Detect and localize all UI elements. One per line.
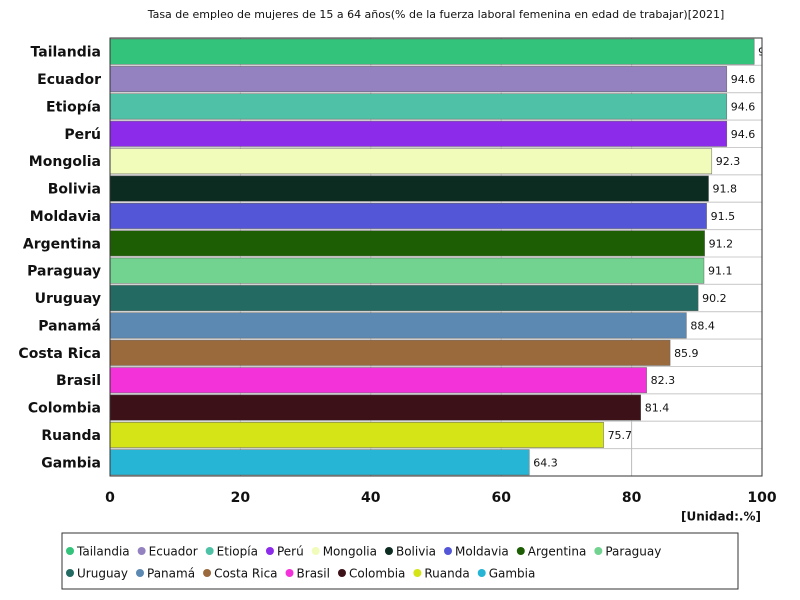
- value-label: 94.6: [731, 73, 756, 86]
- legend-swatch: [594, 547, 603, 555]
- legend-label: Perú: [277, 545, 304, 559]
- bar: [110, 367, 647, 394]
- legend-label: Ruanda: [424, 567, 469, 581]
- x-tick-label: 40: [361, 490, 381, 506]
- bar: [110, 394, 641, 421]
- chart-title: Tasa de empleo de mujeres de 15 a 64 año…: [147, 8, 725, 21]
- y-tick-label: Moldavia: [30, 209, 101, 225]
- legend-swatch: [337, 569, 346, 577]
- bar: [110, 312, 687, 339]
- bar: [110, 285, 699, 311]
- y-tick-label: Colombia: [28, 401, 101, 417]
- bar: [110, 203, 707, 229]
- legend-label: Moldavia: [455, 545, 509, 559]
- value-label: 91.1: [708, 265, 733, 278]
- plot-frame: [109, 37, 763, 477]
- bars: 98.8 94.6 94.6 94.6 92.3 91.8 91.5 91.2 91.1 90.2…: [110, 38, 783, 476]
- value-label: 81.4: [645, 402, 670, 415]
- bar: [110, 230, 705, 257]
- value-label: 92.3: [716, 155, 741, 168]
- value-label: 85.9: [674, 347, 699, 360]
- y-tick-label: Paraguay: [27, 264, 101, 280]
- bar: [110, 120, 728, 147]
- value-label: 88.4: [690, 319, 715, 332]
- value-label: 94.6: [731, 128, 756, 141]
- value-label: 75.7: [608, 429, 633, 442]
- legend-swatch: [444, 547, 452, 555]
- legend-swatch: [137, 547, 146, 555]
- bar: [110, 66, 728, 92]
- bar: [110, 449, 530, 476]
- value-label: 64.3: [533, 456, 558, 469]
- x-tick-label: 80: [622, 490, 642, 506]
- legend-label: Brasil: [297, 567, 330, 581]
- y-tick-label: Bolivia: [48, 182, 101, 198]
- bar: [110, 148, 713, 175]
- bar: [110, 257, 705, 284]
- y-tick-label: Ruanda: [41, 428, 101, 444]
- legend-label: Gambia: [489, 567, 536, 581]
- y-tick-label: Ecuador: [37, 72, 101, 88]
- x-tick-label: 20: [231, 490, 251, 506]
- bar: [110, 422, 604, 448]
- legend-label: Tailandia: [76, 545, 130, 559]
- legend-label: Colombia: [349, 567, 405, 581]
- legend-swatch: [203, 569, 212, 577]
- legend-swatch: [516, 547, 525, 555]
- legend-swatch: [384, 547, 393, 555]
- legend-swatch: [265, 547, 274, 555]
- legend-swatch: [413, 569, 422, 577]
- y-tick-label: Costa Rica: [18, 346, 101, 362]
- x-tick-label: 60: [491, 490, 511, 506]
- legend-box: [61, 532, 739, 590]
- legend-swatch: [66, 569, 74, 577]
- value-label: 90.2: [702, 292, 727, 305]
- unit-label: [Unidad:.%]: [681, 510, 761, 524]
- y-tick-label: Gambia: [41, 455, 101, 471]
- legend-label: Paraguay: [605, 545, 661, 559]
- y-tick-label: Argentina: [23, 236, 101, 252]
- y-tick-label: Brasil: [56, 373, 101, 389]
- legend-label: Uruguay: [77, 567, 128, 581]
- value-label: 91.2: [709, 237, 734, 250]
- value-label: 98.8: [758, 46, 783, 59]
- y-tick-label: Mongolia: [29, 154, 101, 170]
- legend-label: Costa Rica: [214, 567, 277, 581]
- bar: [110, 339, 671, 366]
- bar: [110, 175, 709, 202]
- legend-label: Bolivia: [396, 545, 436, 559]
- legend-label: Etiopía: [217, 545, 258, 559]
- value-label: 82.3: [651, 374, 676, 387]
- y-tick-label: Etiopía: [46, 99, 101, 115]
- legend-label: Panamá: [147, 567, 195, 581]
- y-tick-label: Panamá: [38, 318, 101, 334]
- y-tick-label: Tailandia: [31, 45, 101, 61]
- legend-swatch: [136, 569, 144, 577]
- y-tick-label: Perú: [64, 127, 101, 143]
- legend-swatch: [477, 569, 486, 577]
- legend-label: Argentina: [528, 545, 587, 559]
- y-tick-label: Uruguay: [35, 291, 101, 307]
- bar: [110, 38, 755, 65]
- bar: [110, 93, 728, 120]
- x-tick-label: 0: [105, 490, 115, 506]
- value-label: 91.8: [713, 183, 738, 196]
- value-label: 94.6: [731, 100, 756, 113]
- legend-swatch: [66, 547, 74, 555]
- value-label: 91.5: [711, 210, 736, 223]
- legend-swatch: [205, 547, 214, 555]
- legend-label: Ecuador: [149, 545, 198, 559]
- legend-swatch: [311, 547, 320, 555]
- legend-label: Mongolia: [323, 545, 377, 559]
- x-tick-label: 100: [747, 490, 776, 506]
- legend-swatch: [285, 569, 294, 577]
